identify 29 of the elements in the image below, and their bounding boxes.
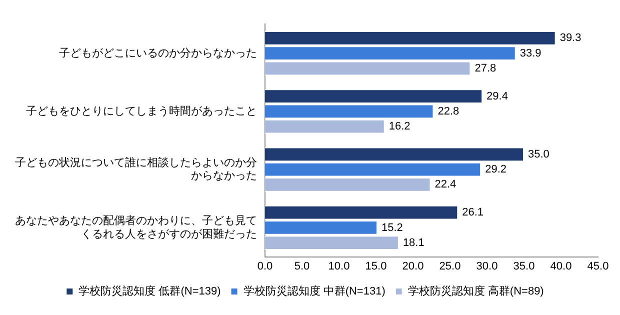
data-label: 18.1 xyxy=(402,236,424,249)
x-tick-label: 40.0 xyxy=(550,260,572,272)
x-tick-label: 20.0 xyxy=(402,260,424,272)
y-tick-label: 子どもをひとりにしてしまう時間があったこと xyxy=(26,104,257,118)
legend-label: 学校防災認知度 中群(N=131) xyxy=(243,284,386,298)
x-tick-label: 10.0 xyxy=(328,260,350,272)
y-tick-label: 子どもの状況について誰に相談したらよいのか分からなかった xyxy=(15,156,257,182)
x-tick-label: 45.0 xyxy=(587,260,609,272)
x-tick-label: 35.0 xyxy=(513,260,535,272)
data-label: 16.2 xyxy=(388,120,410,133)
x-tick-label: 5.0 xyxy=(294,260,310,272)
legend-label: 学校防災認知度 高群(N=89) xyxy=(408,284,544,298)
data-label: 29.4 xyxy=(486,90,508,102)
y-tick-label: あなたやあなたの配偶者のかわりに、子ども見てくるれる人をさがすのが困難だった xyxy=(15,214,257,240)
data-label: 22.4 xyxy=(434,178,456,191)
data-label: 33.9 xyxy=(520,47,542,60)
x-tick-label: 30.0 xyxy=(476,260,498,272)
y-tick-label: 子どもがどこにいるのか分からなかった xyxy=(59,47,257,60)
x-tick-label: 25.0 xyxy=(439,260,461,272)
data-label: 35.0 xyxy=(528,148,550,160)
x-tick-label: 0.0 xyxy=(257,260,273,272)
legend-label: 学校防災認知度 低群(N=139) xyxy=(78,284,221,298)
data-label: 39.3 xyxy=(560,32,582,44)
x-tick-label: 15.0 xyxy=(365,260,387,272)
data-label: 15.2 xyxy=(381,222,403,234)
data-label: 22.8 xyxy=(438,105,460,118)
data-label: 29.2 xyxy=(485,164,506,176)
data-label: 26.1 xyxy=(462,206,484,219)
data-label: 27.8 xyxy=(474,62,496,74)
